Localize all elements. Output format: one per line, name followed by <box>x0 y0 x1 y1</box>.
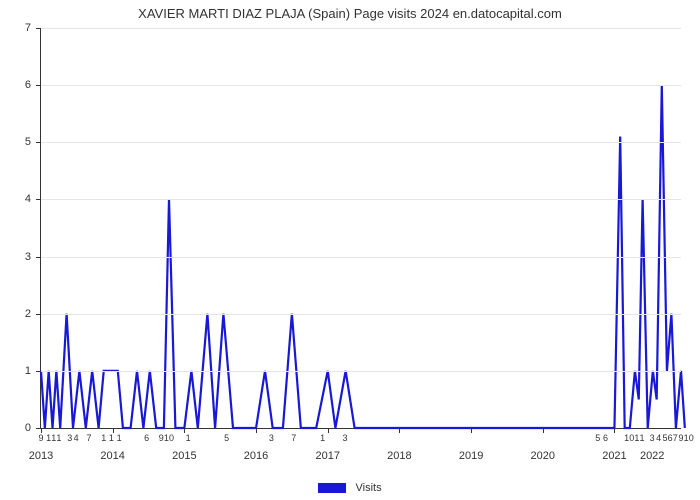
x-axis-value-label: 7 <box>673 433 678 443</box>
x-axis-year-label: 2016 <box>244 450 268 462</box>
x-axis-value-label: 3 <box>269 433 274 443</box>
x-axis-year-label: 2022 <box>640 450 664 462</box>
x-tick <box>614 428 615 433</box>
x-axis-year-label: 2019 <box>459 450 483 462</box>
grid-line <box>41 85 681 86</box>
y-axis-label: 7 <box>25 22 41 34</box>
x-axis-value-label: 1 <box>186 433 191 443</box>
y-axis-label: 4 <box>25 193 41 205</box>
y-axis-label: 5 <box>25 136 41 148</box>
x-axis-year-label: 2021 <box>602 450 626 462</box>
x-axis-value-label: 5 <box>595 433 600 443</box>
x-axis-value-label: 9 <box>38 433 43 443</box>
x-axis-value-label: 0 <box>689 433 694 443</box>
plot-area: 0123456720132014201520162017201820192020… <box>40 28 681 429</box>
x-axis-value-label: 3 <box>342 433 347 443</box>
grid-line <box>41 142 681 143</box>
x-axis-year-label: 2014 <box>100 450 124 462</box>
grid-line <box>41 199 681 200</box>
x-axis-value-label: 6 <box>603 433 608 443</box>
y-axis-label: 2 <box>25 308 41 320</box>
line-series <box>41 28 681 428</box>
x-axis-value-label: 1 <box>320 433 325 443</box>
x-axis-value-label: 3 <box>67 433 72 443</box>
x-axis-value-label: 1 <box>101 433 106 443</box>
x-axis-value-label: 7 <box>86 433 91 443</box>
y-axis-label: 6 <box>25 79 41 91</box>
x-tick <box>471 428 472 433</box>
grid-line <box>41 371 681 372</box>
x-axis-value-label: 7 <box>291 433 296 443</box>
x-axis-value-label: 0 <box>169 433 174 443</box>
visits-chart: XAVIER MARTI DIAZ PLAJA (Spain) Page vis… <box>0 0 700 500</box>
y-axis-label: 3 <box>25 251 41 263</box>
chart-legend: Visits <box>0 482 700 494</box>
x-axis-year-label: 2018 <box>387 450 411 462</box>
x-axis-value-label: 1 <box>117 433 122 443</box>
x-axis-year-label: 2017 <box>315 450 339 462</box>
legend-label: Visits <box>355 482 381 494</box>
x-axis-year-label: 2015 <box>172 450 196 462</box>
x-tick <box>256 428 257 433</box>
x-axis-year-label: 2020 <box>531 450 555 462</box>
x-axis-value-label: 3 <box>650 433 655 443</box>
x-axis-value-label: 4 <box>656 433 661 443</box>
legend-swatch <box>318 483 346 493</box>
x-axis-value-label: 6 <box>144 433 149 443</box>
x-axis-value-label: 1 <box>639 433 644 443</box>
x-axis-year-label: 2013 <box>29 450 53 462</box>
grid-line <box>41 314 681 315</box>
x-axis-value-label: 1 <box>109 433 114 443</box>
x-tick <box>328 428 329 433</box>
x-axis-value-label: 1 <box>56 433 61 443</box>
x-axis-value-label: 5 <box>224 433 229 443</box>
x-tick <box>399 428 400 433</box>
y-axis-label: 1 <box>25 365 41 377</box>
x-tick <box>543 428 544 433</box>
grid-line <box>41 28 681 29</box>
chart-title: XAVIER MARTI DIAZ PLAJA (Spain) Page vis… <box>0 6 700 21</box>
x-axis-value-label: 4 <box>74 433 79 443</box>
grid-line <box>41 257 681 258</box>
